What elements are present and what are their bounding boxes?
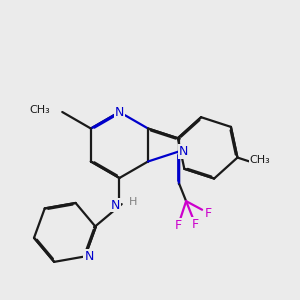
Text: N: N: [111, 199, 120, 212]
Text: N: N: [84, 250, 94, 263]
Text: F: F: [205, 207, 212, 220]
Text: H: H: [129, 197, 138, 207]
Text: CH₃: CH₃: [250, 155, 270, 165]
Text: N: N: [179, 145, 188, 158]
Text: N: N: [115, 106, 124, 118]
Text: F: F: [192, 218, 199, 231]
Text: F: F: [175, 219, 182, 232]
Text: CH₃: CH₃: [29, 105, 50, 115]
